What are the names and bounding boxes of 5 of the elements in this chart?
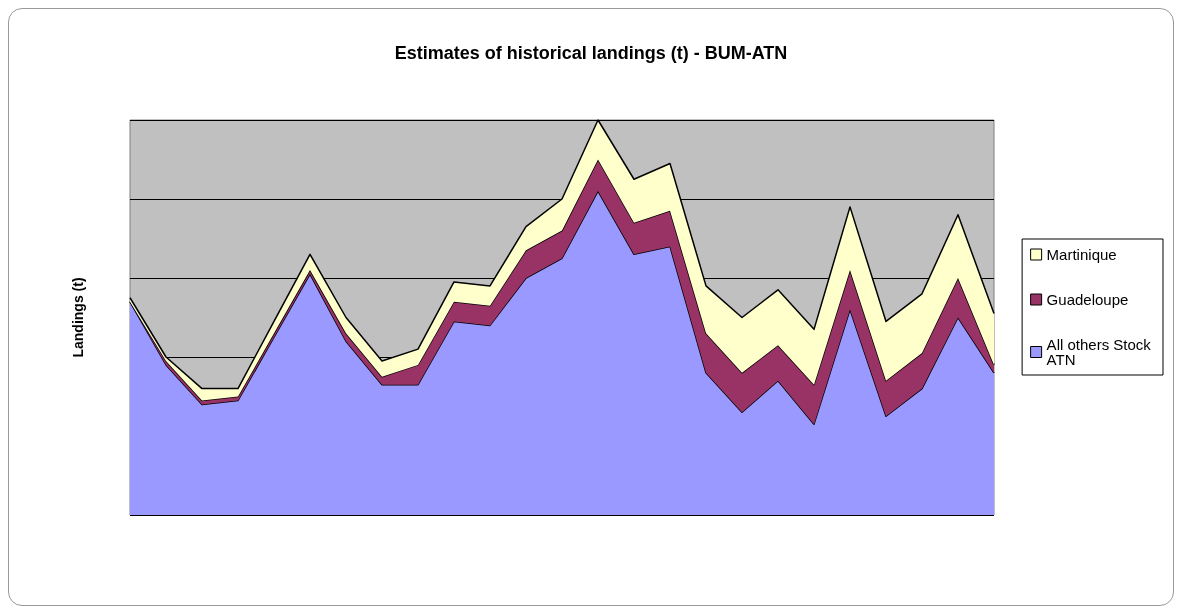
legend-label: Martinique (1046, 246, 1117, 263)
y-axis-title: Landings (t) (70, 277, 86, 358)
legend-label: All others Stock ATN (1046, 336, 1156, 368)
legend-label: Guadeloupe (1046, 291, 1129, 308)
chart-title: Estimates of historical landings (t) - BUM-ATN (394, 43, 788, 63)
